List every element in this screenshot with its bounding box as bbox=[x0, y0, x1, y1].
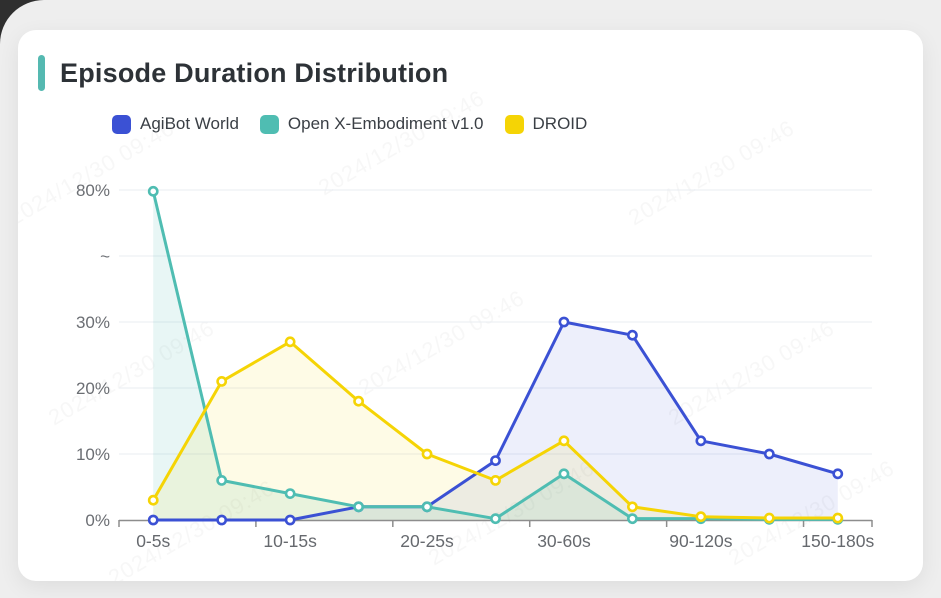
title-row: Episode Duration Distribution bbox=[38, 55, 448, 91]
page-title: Episode Duration Distribution bbox=[60, 57, 449, 88]
watermark-text: 2024/12/30 09:46 bbox=[104, 475, 279, 581]
legend-swatch-icon bbox=[504, 114, 524, 134]
legend: AgiBot World Open X-Embodiment v1.0 DROID bbox=[112, 114, 587, 134]
watermark-text: 2024/12/30 09:46 bbox=[724, 455, 899, 571]
watermark-text: 2024/12/30 09:46 bbox=[354, 285, 529, 401]
legend-item-open-x-embodiment-v1-0[interactable]: Open X-Embodiment v1.0 bbox=[259, 114, 484, 134]
legend-item-agibot-world[interactable]: AgiBot World bbox=[112, 114, 239, 134]
watermark-text: 2024/12/30 09:46 bbox=[314, 85, 489, 201]
watermark-text: 2024/12/30 09:46 bbox=[624, 115, 799, 231]
legend-item-droid[interactable]: DROID bbox=[504, 114, 588, 134]
legend-swatch-icon bbox=[112, 114, 131, 134]
legend-item-label: Open X-Embodiment v1.0 bbox=[287, 114, 484, 133]
legend-swatch-icon bbox=[259, 114, 279, 134]
legend-item-label: AgiBot World bbox=[140, 114, 239, 133]
watermark-text: 2024/12/30 09:46 bbox=[424, 455, 599, 571]
chart-card: 2024/12/30 09:46 2024/12/30 09:46 2024/12/… bbox=[18, 30, 923, 581]
watermark-layer: 2024/12/30 09:46 2024/12/30 09:46 2024/12/… bbox=[18, 30, 923, 581]
watermark-text: 2024/12/30 09:46 bbox=[44, 315, 219, 431]
legend-item-label: DROID bbox=[532, 114, 588, 133]
title-accent-bar bbox=[38, 55, 45, 91]
watermark-text: 2024/12/30 09:46 bbox=[664, 315, 839, 431]
